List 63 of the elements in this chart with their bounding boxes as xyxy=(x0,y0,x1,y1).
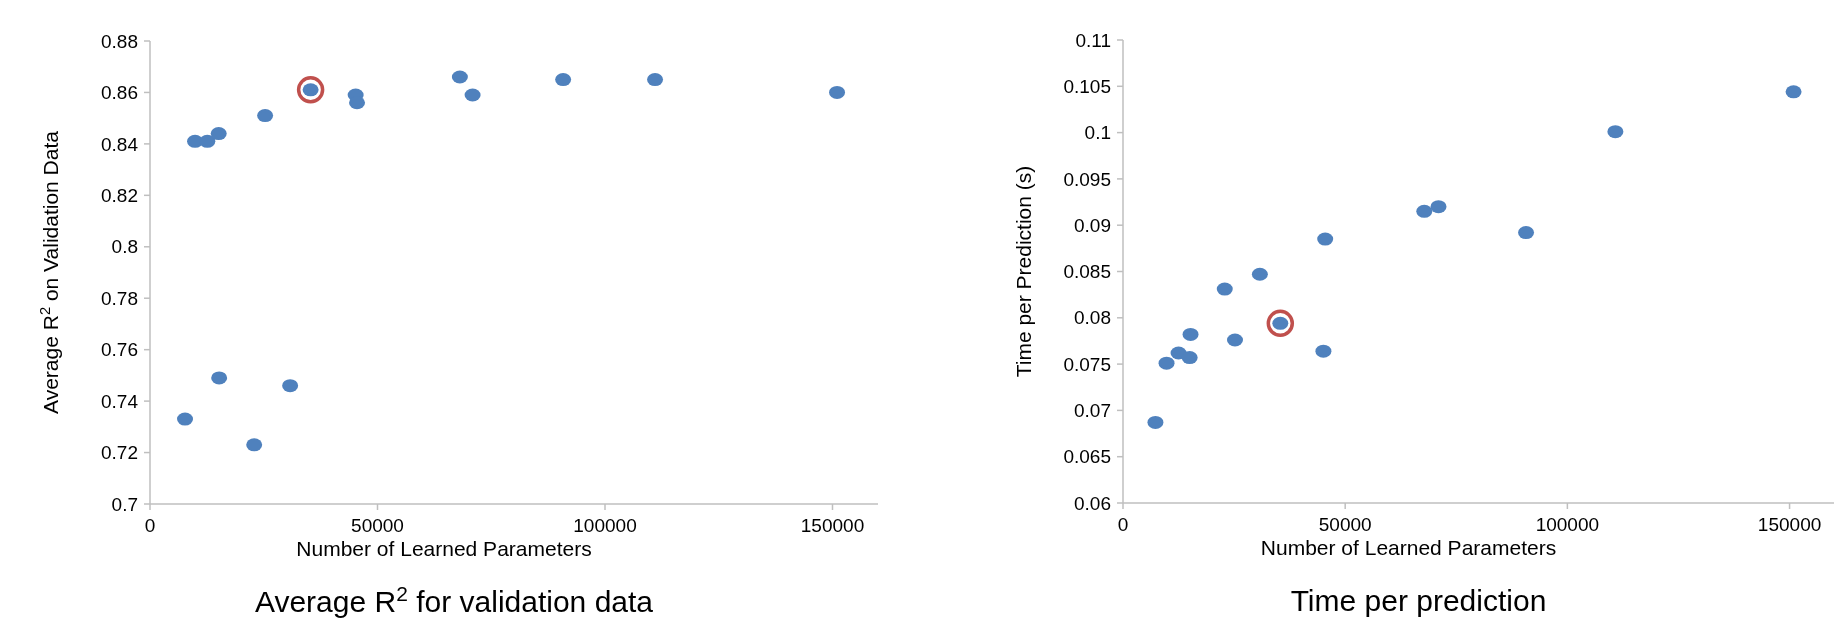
point xyxy=(1416,204,1433,218)
y-tick-label: 0.095 xyxy=(1063,168,1111,190)
point xyxy=(555,73,572,87)
x-tick-label: 150000 xyxy=(1757,514,1822,535)
point xyxy=(211,371,228,385)
point xyxy=(349,96,366,110)
y-tick-label: 0.07 xyxy=(1074,400,1111,422)
x-tick-label: 0 xyxy=(144,515,156,536)
x-tick-label: 100000 xyxy=(573,515,637,536)
point xyxy=(282,379,299,393)
point xyxy=(1181,351,1198,365)
point xyxy=(1315,344,1332,358)
x-axis-title: Number of Learned Parameters xyxy=(1260,536,1557,559)
point xyxy=(1607,125,1624,139)
point xyxy=(1226,333,1243,347)
point xyxy=(296,76,325,104)
point xyxy=(829,85,846,99)
x-tick-label: 100000 xyxy=(1535,514,1600,535)
text: Average R$^{2}$ for validation data xyxy=(254,581,654,618)
text: Time per prediction xyxy=(1290,584,1547,617)
point xyxy=(210,127,227,141)
point xyxy=(1251,267,1268,281)
point xyxy=(1266,309,1295,338)
y-tick-label: 0.7 xyxy=(111,493,138,515)
y-tick-label: 0.11 xyxy=(1075,29,1111,51)
y-tick-label: 0.08 xyxy=(1074,307,1111,329)
x-tick-label: 0 xyxy=(1117,514,1129,535)
point xyxy=(464,88,481,102)
point xyxy=(1158,356,1175,370)
point xyxy=(451,70,468,84)
point xyxy=(246,438,263,452)
y-tick-label: 0.075 xyxy=(1063,353,1111,375)
y-tick-label: 0.84 xyxy=(101,133,139,155)
y-tick-label: 0.1 xyxy=(1084,122,1111,144)
point xyxy=(1785,85,1802,99)
y-tick-label: 0.72 xyxy=(101,442,138,464)
x-tick-label: 50000 xyxy=(1318,514,1372,535)
y-tick-label: 0.88 xyxy=(101,30,138,52)
y-tick-label: 0.8 xyxy=(111,236,138,258)
point xyxy=(1430,200,1447,214)
y-tick-label: 0.09 xyxy=(1074,214,1111,236)
y-tick-label: 0.76 xyxy=(101,339,138,361)
point xyxy=(647,73,664,87)
point xyxy=(1216,282,1233,296)
x-axis-title: Number of Learned Parameters xyxy=(296,537,592,560)
y-tick-label: 0.105 xyxy=(1063,75,1111,97)
y-tick-label: 0.86 xyxy=(101,82,138,104)
point xyxy=(1518,226,1535,240)
y-tick-label: 0.74 xyxy=(101,390,139,412)
x-tick-label: 150000 xyxy=(800,515,865,536)
point xyxy=(177,412,194,426)
point xyxy=(1182,327,1199,341)
point xyxy=(199,134,216,148)
y-tick-label: 0.82 xyxy=(101,184,138,206)
point xyxy=(1317,232,1334,246)
y-tick-label: 0.06 xyxy=(1074,492,1111,514)
y-tick-label: 0.065 xyxy=(1063,446,1111,468)
point xyxy=(257,109,274,123)
point xyxy=(1147,415,1164,429)
y-tick-label: 0.78 xyxy=(101,287,138,309)
x-tick-label: 50000 xyxy=(351,515,404,536)
y-axis-title: Time per Prediction (s) xyxy=(1012,165,1035,378)
y-tick-label: 0.085 xyxy=(1063,261,1111,283)
